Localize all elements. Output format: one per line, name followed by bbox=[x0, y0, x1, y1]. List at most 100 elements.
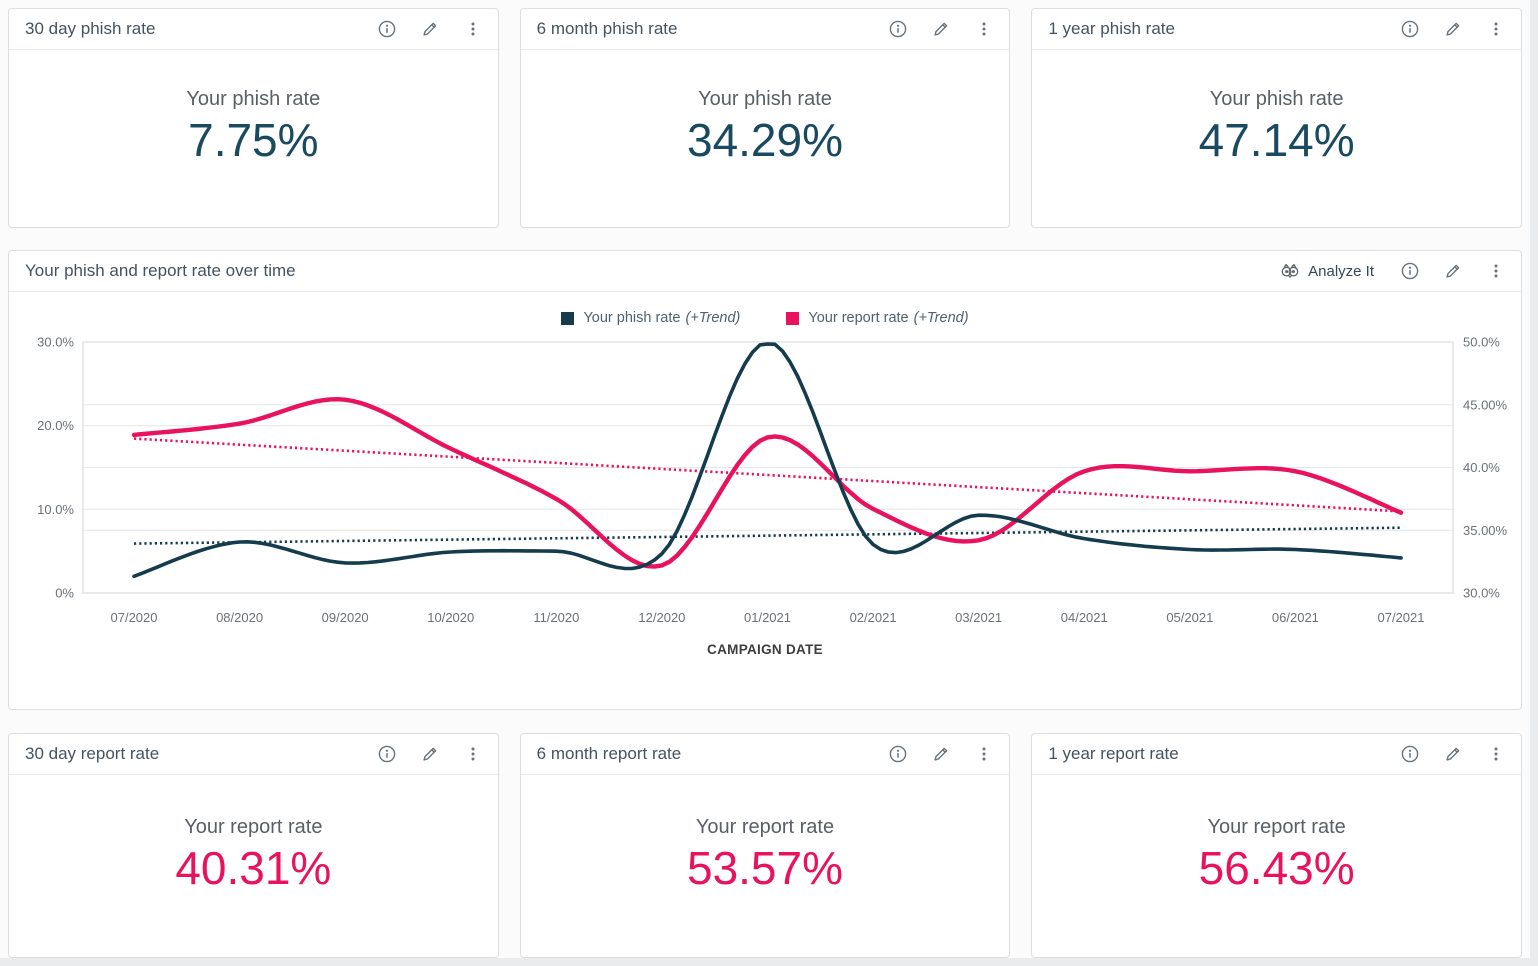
stat-label: Your report rate bbox=[1207, 815, 1346, 838]
pencil-icon[interactable] bbox=[421, 20, 439, 38]
report-series-swatch bbox=[786, 311, 800, 325]
pencil-icon[interactable] bbox=[932, 20, 950, 38]
svg-text:45.00%: 45.00% bbox=[1463, 397, 1508, 412]
info-icon[interactable] bbox=[1401, 745, 1419, 763]
svg-text:02/2021: 02/2021 bbox=[850, 610, 897, 625]
svg-text:20.0%: 20.0% bbox=[37, 418, 74, 433]
x-axis-title: CAMPAIGN DATE bbox=[707, 642, 823, 657]
stat-card-30day-report: 30 day report rate Your report rate 40.3… bbox=[8, 733, 499, 958]
legend-trend-label: (+Trend) bbox=[913, 310, 969, 326]
svg-text:10.0%: 10.0% bbox=[37, 502, 74, 517]
svg-text:40.0%: 40.0% bbox=[1463, 460, 1500, 475]
analyze-it-button[interactable]: Analyze It bbox=[1279, 261, 1374, 281]
chart-legend: Your phish rate (+Trend) Your report rat… bbox=[9, 292, 1521, 329]
svg-text:07/2021: 07/2021 bbox=[1378, 610, 1425, 625]
phish-report-line-chart[interactable]: 30.0% 20.0% 10.0% 0% 50.0% 45.00% 40.0% 35.00% 3… bbox=[9, 334, 1522, 636]
stat-value: 40.31% bbox=[175, 841, 332, 894]
stat-value: 47.14% bbox=[1198, 114, 1355, 167]
bottom-stat-row: 30 day report rate Your report rate 40.3… bbox=[8, 733, 1522, 958]
stat-value: 7.75% bbox=[188, 114, 319, 167]
stat-label: Your phish rate bbox=[186, 88, 321, 111]
stat-body: Your phish rate 7.75% bbox=[9, 40, 498, 217]
card-title: 1 year report rate bbox=[1048, 744, 1179, 763]
stat-value: 56.43% bbox=[1198, 841, 1355, 894]
kebab-menu-icon[interactable] bbox=[975, 20, 993, 38]
card-header: 30 day phish rate bbox=[9, 9, 498, 50]
card-header: 1 year report rate bbox=[1032, 734, 1521, 775]
svg-text:11/2020: 11/2020 bbox=[533, 610, 579, 625]
card-header: 30 day report rate bbox=[9, 734, 498, 775]
legend-label: Your phish rate bbox=[583, 310, 681, 326]
stat-card-30day-phish: 30 day phish rate Your phish rate 7.75% bbox=[8, 8, 499, 228]
stat-card-1year-phish: 1 year phish rate Your phish rate 47.14% bbox=[1031, 8, 1522, 228]
card-title: 1 year phish rate bbox=[1048, 19, 1175, 38]
info-icon[interactable] bbox=[1401, 262, 1419, 280]
stat-body: Your phish rate 47.14% bbox=[1032, 40, 1521, 217]
svg-text:30.0%: 30.0% bbox=[37, 335, 74, 350]
kebab-menu-icon[interactable] bbox=[1487, 745, 1505, 763]
pencil-icon[interactable] bbox=[932, 745, 950, 763]
info-icon[interactable] bbox=[889, 20, 907, 38]
stat-body: Your report rate 53.57% bbox=[521, 765, 1010, 947]
stat-card-6month-phish: 6 month phish rate Your phish rate 34.29… bbox=[519, 8, 1011, 228]
svg-text:07/2020: 07/2020 bbox=[111, 610, 158, 625]
stat-card-6month-report: 6 month report rate Your report rate 53.… bbox=[519, 733, 1011, 958]
card-header: 6 month report rate bbox=[520, 734, 1010, 775]
card-title: 30 day report rate bbox=[25, 744, 160, 763]
pencil-icon[interactable] bbox=[1444, 20, 1462, 38]
kebab-menu-icon[interactable] bbox=[464, 20, 482, 38]
info-icon[interactable] bbox=[378, 20, 396, 38]
legend-item-phish-rate[interactable]: Your phish rate (+Trend) bbox=[561, 310, 740, 326]
svg-text:50.0%: 50.0% bbox=[1463, 335, 1500, 350]
chart-header-icons: Analyze It bbox=[1279, 261, 1505, 281]
stat-body: Your report rate 56.43% bbox=[1032, 765, 1521, 947]
card-header-icons bbox=[378, 20, 482, 38]
legend-item-report-rate[interactable]: Your report rate (+Trend) bbox=[786, 310, 969, 326]
svg-text:05/2021: 05/2021 bbox=[1166, 610, 1213, 625]
legend-label: Your report rate bbox=[808, 310, 909, 326]
owl-icon bbox=[1279, 261, 1301, 281]
info-icon[interactable] bbox=[1401, 20, 1419, 38]
svg-text:12/2020: 12/2020 bbox=[638, 610, 685, 625]
svg-text:09/2020: 09/2020 bbox=[322, 610, 369, 625]
svg-text:10/2020: 10/2020 bbox=[427, 610, 474, 625]
svg-text:0%: 0% bbox=[55, 586, 74, 601]
pencil-icon[interactable] bbox=[1444, 745, 1462, 763]
legend-trend-label: (+Trend) bbox=[685, 310, 741, 326]
chart-card-title: Your phish and report rate over time bbox=[25, 261, 296, 280]
top-stat-row: 30 day phish rate Your phish rate 7.75% … bbox=[8, 8, 1522, 228]
svg-text:06/2021: 06/2021 bbox=[1272, 610, 1319, 625]
svg-text:30.0%: 30.0% bbox=[1463, 586, 1500, 601]
kebab-menu-icon[interactable] bbox=[1487, 20, 1505, 38]
phish-report-trend-card: Your phish and report rate over time Ana… bbox=[8, 250, 1522, 710]
phish-series-swatch bbox=[561, 311, 575, 325]
pencil-icon[interactable] bbox=[1444, 262, 1462, 280]
card-header: 6 month phish rate bbox=[520, 9, 1010, 50]
card-header: 1 year phish rate bbox=[1032, 9, 1521, 50]
svg-text:08/2020: 08/2020 bbox=[216, 610, 263, 625]
card-title: 30 day phish rate bbox=[25, 19, 156, 38]
stat-label: Your phish rate bbox=[698, 88, 832, 111]
stat-label: Your phish rate bbox=[1209, 88, 1344, 111]
svg-text:04/2021: 04/2021 bbox=[1061, 610, 1108, 625]
card-header-icons bbox=[1401, 745, 1505, 763]
chart-plot-area: 30.0% 20.0% 10.0% 0% 50.0% 45.00% 40.0% 35.00% 3… bbox=[9, 334, 1521, 636]
analyze-it-label: Analyze It bbox=[1308, 262, 1374, 280]
stat-body: Your phish rate 34.29% bbox=[521, 40, 1010, 217]
kebab-menu-icon[interactable] bbox=[464, 745, 482, 763]
info-icon[interactable] bbox=[889, 745, 907, 763]
chart-card-header: Your phish and report rate over time Ana… bbox=[9, 251, 1521, 292]
svg-text:01/2021: 01/2021 bbox=[744, 610, 791, 625]
pencil-icon[interactable] bbox=[421, 745, 439, 763]
kebab-menu-icon[interactable] bbox=[975, 745, 993, 763]
svg-text:03/2021: 03/2021 bbox=[955, 610, 1002, 625]
card-header-icons bbox=[889, 745, 993, 763]
info-icon[interactable] bbox=[378, 745, 396, 763]
stat-label: Your report rate bbox=[695, 815, 835, 838]
kebab-menu-icon[interactable] bbox=[1487, 262, 1505, 280]
card-header-icons bbox=[889, 20, 993, 38]
card-header-icons bbox=[378, 745, 482, 763]
stat-value: 53.57% bbox=[686, 841, 843, 894]
stat-label: Your report rate bbox=[184, 815, 323, 838]
